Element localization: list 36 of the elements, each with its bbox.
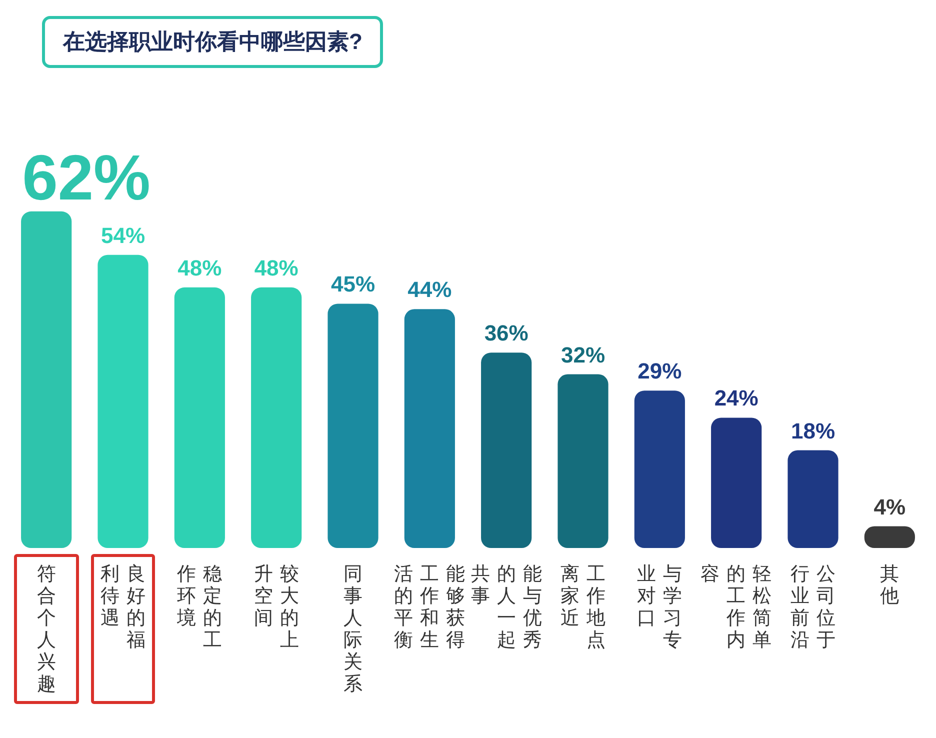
- category-label: 轻松简单的工作内容: [700, 564, 772, 651]
- bar: [251, 287, 302, 548]
- category-label: 较大的上升空间: [254, 564, 299, 651]
- category-label: 能与优秀的人一起共事: [470, 564, 542, 651]
- bar: [558, 374, 608, 548]
- x-tick-label: 符合个人兴趣: [36, 564, 57, 697]
- data-label: 32%: [560, 342, 606, 368]
- data-label: 48%: [178, 255, 222, 280]
- x-tick-label: 同事人际关系: [342, 564, 364, 697]
- data-label: 44%: [408, 277, 452, 302]
- bar: [328, 304, 378, 548]
- bar: [21, 211, 72, 548]
- category-label: 稳定的工作环境: [177, 564, 222, 651]
- data-label: 4%: [874, 494, 906, 520]
- category-label: 能够获得工作和生活的平衡: [394, 564, 466, 651]
- data-label: 18%: [790, 418, 836, 444]
- category-label: 良好的福利待遇: [100, 564, 146, 651]
- data-label: 54%: [100, 222, 146, 248]
- bar: [788, 450, 838, 548]
- bar: [711, 418, 762, 548]
- data-label: 62%: [22, 141, 150, 214]
- bar: [481, 352, 532, 548]
- category-label: 工作地点离家近: [560, 564, 606, 651]
- bar: [174, 287, 225, 548]
- data-label: 24%: [714, 386, 758, 411]
- bar: [98, 254, 148, 548]
- category-label: 与学习专业对口: [637, 564, 682, 651]
- data-label: 48%: [254, 255, 298, 280]
- data-label: 29%: [638, 358, 682, 384]
- data-label: 45%: [330, 272, 376, 297]
- bar: [634, 390, 685, 548]
- x-tick-label: 其他: [879, 564, 900, 609]
- chart-title: 在选择职业时你看中哪些因素?: [42, 16, 384, 68]
- bar: [404, 309, 455, 548]
- data-label: 36%: [484, 320, 528, 346]
- category-label: 公司位于行业前沿: [790, 564, 836, 651]
